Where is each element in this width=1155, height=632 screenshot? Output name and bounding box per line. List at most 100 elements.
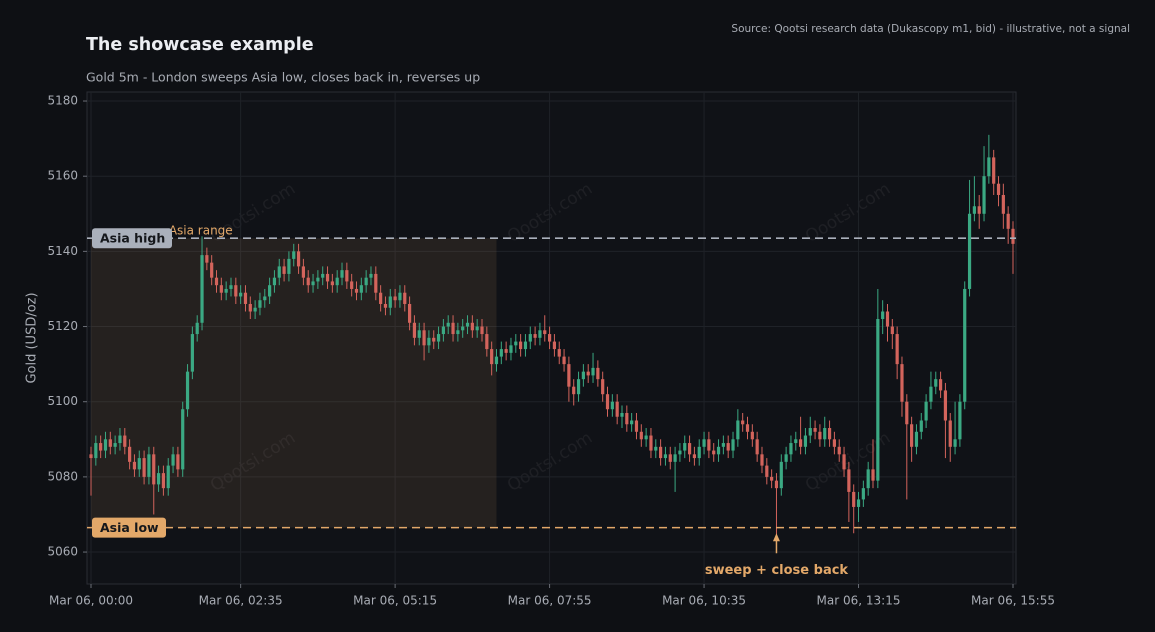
candle-body — [446, 322, 450, 327]
candle-body — [610, 401, 614, 410]
candle-body — [678, 450, 682, 455]
candle-body — [427, 337, 431, 346]
candle-body — [533, 334, 537, 338]
candle-body — [388, 296, 392, 308]
range-box — [91, 238, 497, 528]
candle-body — [668, 454, 672, 462]
y-tick-label: 5160 — [47, 169, 78, 183]
candle-body — [620, 412, 624, 417]
candle-body — [639, 431, 643, 440]
chart-subtitle: Gold 5m - London sweeps Asia low, closes… — [86, 70, 480, 85]
candle-body — [866, 469, 870, 489]
candle-body — [451, 322, 455, 335]
candle-body — [200, 255, 204, 323]
candle-body — [823, 428, 827, 440]
candle-body — [625, 412, 629, 425]
candle-body — [364, 277, 368, 286]
candle-body — [379, 292, 383, 304]
candle-body — [181, 409, 185, 470]
plot-area — [86, 91, 1017, 585]
candle-body — [523, 341, 528, 350]
candle-body — [132, 461, 137, 470]
candle-body — [325, 273, 330, 282]
candle-body — [190, 334, 194, 372]
candle-body — [359, 285, 363, 293]
candle-body — [881, 311, 885, 320]
y-tick-label: 5060 — [47, 545, 78, 559]
candle-body — [108, 439, 112, 447]
candle-body — [243, 292, 248, 304]
candle-body — [876, 319, 880, 481]
candle-body — [601, 379, 605, 395]
candle-body — [311, 281, 315, 286]
candle-body — [996, 183, 1001, 195]
x-tick-label: Mar 06, 05:15 — [353, 594, 437, 608]
candle-body — [321, 273, 325, 278]
candle-body — [644, 435, 648, 440]
candle-body — [156, 473, 161, 485]
candle-body — [147, 454, 151, 477]
candle-body — [412, 322, 417, 338]
candle-body — [224, 288, 228, 293]
candle-body — [234, 285, 238, 297]
candle-body — [871, 469, 875, 481]
candle-body — [485, 334, 489, 350]
candle-body — [827, 428, 832, 440]
candle-body — [789, 443, 793, 455]
candle-body — [417, 330, 421, 338]
candle-body — [663, 454, 668, 459]
candle-body — [697, 446, 701, 459]
candle-body — [142, 458, 146, 477]
candle-body — [432, 337, 436, 342]
candle-body — [910, 424, 914, 447]
candle-body — [292, 251, 296, 259]
y-tick-label: 5120 — [47, 319, 78, 333]
level-label-box — [92, 228, 172, 249]
candle-body — [794, 439, 798, 444]
candle-body — [852, 491, 856, 507]
candle-body — [282, 266, 286, 274]
candle-body — [123, 435, 127, 447]
x-tick-label: Mar 06, 07:55 — [508, 594, 592, 608]
candle-body — [963, 288, 967, 402]
candle-body — [407, 303, 412, 323]
candle-body — [924, 401, 928, 421]
candle-body — [958, 401, 962, 440]
candle-body — [770, 476, 774, 481]
candle-body — [581, 371, 585, 380]
candle-body — [967, 213, 972, 289]
candle-body — [856, 499, 861, 507]
candle-body — [253, 307, 257, 312]
y-tick-label: 5100 — [47, 394, 78, 408]
level-label: Asia high — [100, 231, 165, 246]
candle-body — [977, 206, 981, 214]
level-label-box — [92, 517, 166, 538]
candle-body — [900, 364, 904, 402]
candle-body — [687, 443, 692, 455]
candle-body — [103, 439, 108, 451]
candle-body — [596, 367, 600, 380]
y-tick-label: 5140 — [47, 244, 78, 258]
candle-body — [403, 292, 407, 304]
candle-body — [615, 401, 619, 417]
candle-body — [306, 277, 310, 286]
candle-body — [436, 334, 441, 342]
candle-body — [692, 454, 697, 459]
candle-body — [514, 341, 518, 346]
source-note: Source: Qootsi research data (Dukascopy … — [731, 23, 1130, 35]
candle-body — [398, 292, 402, 301]
candle-body — [813, 428, 817, 432]
candle-body — [161, 473, 166, 489]
level-label: Asia low — [100, 520, 159, 535]
candle-body — [1001, 194, 1005, 214]
candle-body — [113, 443, 117, 447]
x-tick-label: Mar 06, 13:15 — [817, 594, 901, 608]
candle-body — [774, 480, 779, 489]
candle-body — [1006, 213, 1010, 229]
candle-body — [137, 458, 141, 470]
annotation-arrowhead — [772, 533, 780, 542]
candle-body — [543, 330, 547, 335]
candle-body — [914, 431, 919, 447]
candle-body — [258, 300, 262, 308]
